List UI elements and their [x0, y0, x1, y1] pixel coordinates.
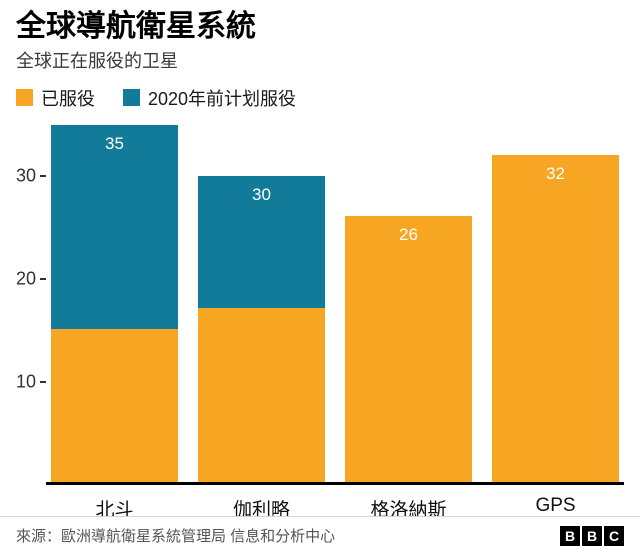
bar-segment-in-service: 26 — [345, 216, 472, 482]
bar-segment-planned: 35 — [51, 124, 178, 329]
legend-swatch-planned — [123, 89, 140, 106]
bar-group-2: 26 — [345, 125, 472, 482]
x-axis-label: 伽利略 — [232, 499, 290, 521]
bar-segment-in-service: 32 — [492, 155, 619, 482]
y-tick-label: 30 — [15, 165, 36, 186]
bar-segment-in-service — [51, 328, 178, 482]
legend-item-planned: 2020年前计划服役 — [123, 85, 296, 111]
source-text: 來源：歐洲導航衛星系統管理局 信息和分析中心 — [16, 528, 336, 545]
footer: 來源：歐洲導航衛星系統管理局 信息和分析中心 B B C — [0, 516, 640, 556]
bar-value-label: 32 — [546, 164, 565, 184]
plot-area: 35 30 26 32 — [46, 124, 624, 485]
bar-value-label: 26 — [399, 225, 418, 245]
x-axis-label: 北斗 — [95, 499, 134, 521]
x-axis-label: GPS — [535, 494, 576, 516]
legend-item-in-service: 已服役 — [16, 85, 95, 111]
bar-value-label: 30 — [252, 184, 271, 204]
chart-title: 全球導航衛星系統 — [16, 10, 256, 43]
y-tick-label: 10 — [15, 371, 36, 392]
bar-group-1: 30 — [198, 125, 325, 482]
y-tick-mark — [40, 380, 46, 383]
legend-label-in-service: 已服役 — [41, 88, 95, 109]
y-tick-label: 20 — [15, 268, 36, 289]
y-tick-mark — [40, 174, 46, 177]
bbc-logo-block-c: C — [604, 525, 624, 546]
legend: 已服役 2020年前计划服役 — [16, 85, 624, 111]
bbc-logo-block-b1: B — [560, 525, 580, 546]
y-tick-mark — [40, 277, 46, 280]
chart-subtitle: 全球正在服役的卫星 — [16, 50, 178, 71]
legend-swatch-in-service — [16, 89, 33, 106]
chart-area: 10 20 30 35 30 26 32 — [16, 124, 624, 485]
bbc-logo: B B C — [560, 525, 624, 546]
x-axis-labels: 北斗 伽利略 格洛納斯 GPS — [46, 495, 624, 522]
bar-value-label: 35 — [105, 133, 124, 153]
bar-segment-planned: 30 — [198, 175, 325, 309]
bar-segment-in-service — [198, 308, 325, 482]
bar-group-3: 32 — [492, 125, 619, 482]
x-axis-label: 格洛納斯 — [370, 499, 447, 521]
y-axis: 10 20 30 — [16, 125, 46, 485]
bar-group-0: 35 — [51, 124, 178, 482]
bbc-logo-block-b2: B — [582, 525, 602, 546]
legend-label-planned: 2020年前计划服役 — [148, 88, 297, 109]
